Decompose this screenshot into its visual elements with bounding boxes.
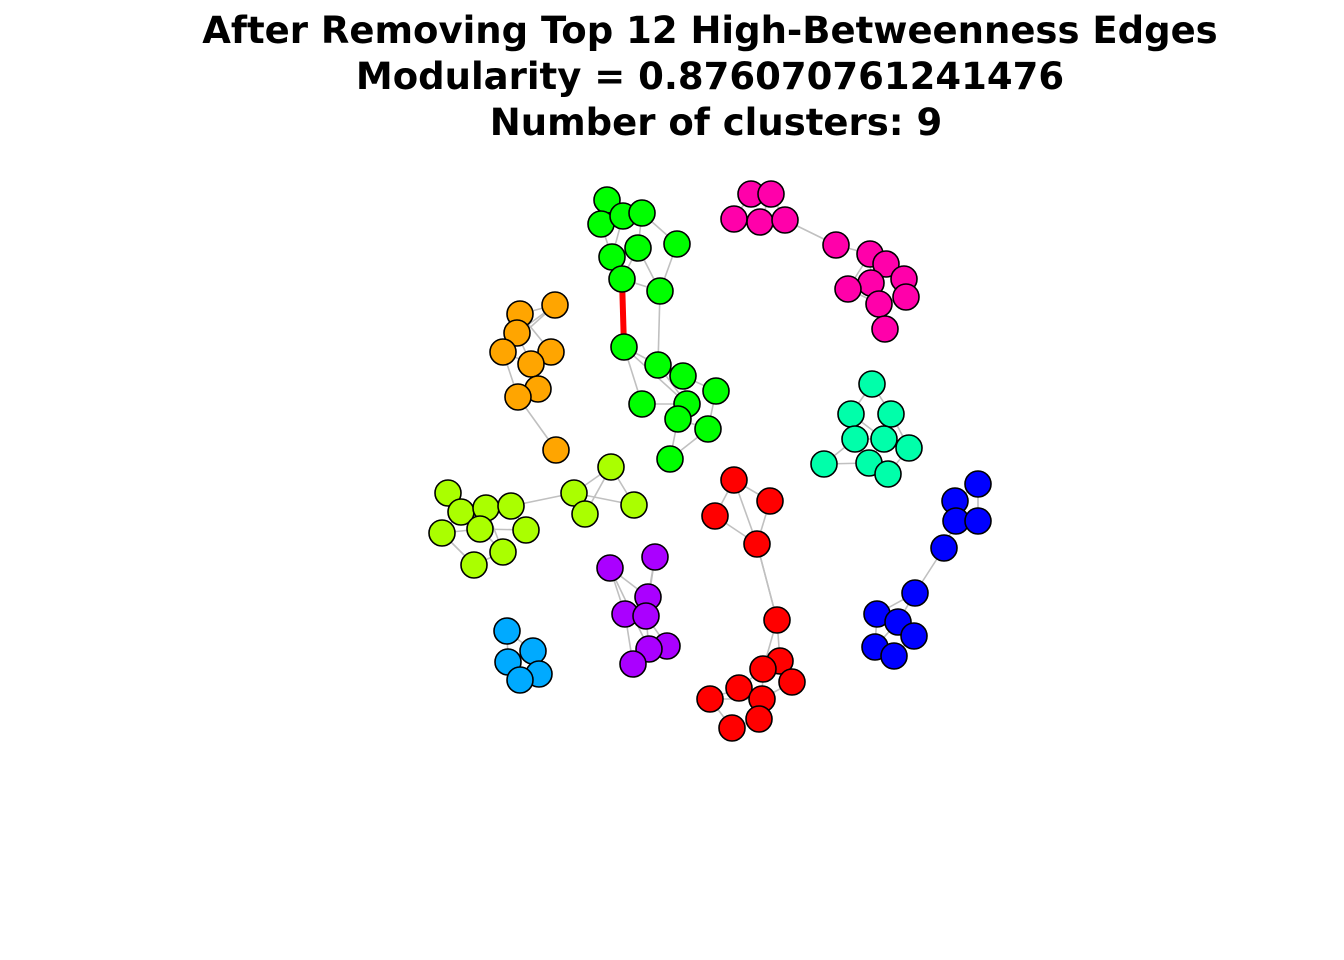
graph-node-lime [434, 479, 462, 507]
graph-node-magenta [757, 180, 785, 208]
graph-node-blue [901, 579, 929, 607]
plot-title: After Removing Top 12 High-Betweenness E… [0, 8, 1344, 146]
graph-node-magenta [892, 283, 920, 311]
graph-node-green [656, 445, 684, 473]
nodes-layer [428, 180, 992, 742]
graph-node-green [694, 415, 722, 443]
graph-node-red [778, 668, 806, 696]
graph-node-magenta [865, 290, 893, 318]
graph-node-teal [874, 460, 902, 488]
graph-node-green [624, 234, 652, 262]
graph-node-magenta [771, 206, 799, 234]
graph-node-blue [900, 622, 928, 650]
graph-node-teal [810, 450, 838, 478]
graph-node-red [743, 530, 771, 558]
graph-node-lime [497, 492, 525, 520]
graph-node-blue [964, 507, 992, 535]
graph-node-lime [466, 515, 494, 543]
graph-node-magenta [720, 205, 748, 233]
graph-node-lime [597, 453, 625, 481]
graph-node-teal [837, 400, 865, 428]
graph-node-blue [880, 642, 908, 670]
graph-node-lime [571, 500, 599, 528]
graph-node-purple [641, 543, 669, 571]
graph-node-lime [620, 491, 648, 519]
title-line-2: Modularity = 0.876070761241476 [355, 55, 1065, 98]
graph-node-orange [541, 291, 569, 319]
graph-node-sky [493, 617, 521, 645]
graph-node-green [628, 199, 656, 227]
graph-node-green [702, 377, 730, 405]
graph-node-orange [537, 338, 565, 366]
graph-node-teal [858, 370, 886, 398]
graph-node-sky [506, 666, 534, 694]
graph-node-red [763, 606, 791, 634]
graph-node-green [664, 405, 692, 433]
graph-node-green [610, 333, 638, 361]
graph-node-lime [460, 551, 488, 579]
graph-node-orange [517, 350, 545, 378]
title-line-1: After Removing Top 12 High-Betweenness E… [202, 9, 1218, 52]
graph-node-lime [489, 538, 517, 566]
graph-node-purple [632, 602, 660, 630]
graph-node-purple [619, 650, 647, 678]
graph-node-green [628, 390, 656, 418]
graph-node-teal [841, 425, 869, 453]
title-line-3: Number of clusters: 9 [489, 101, 943, 144]
graph-node-lime [512, 516, 540, 544]
graph-node-red [720, 466, 748, 494]
graph-node-red [745, 705, 773, 733]
graph-node-orange [542, 436, 570, 464]
graph-node-red [725, 674, 753, 702]
graph-node-teal [877, 400, 905, 428]
graph-node-blue [964, 470, 992, 498]
graph-node-magenta [822, 231, 850, 259]
graph-node-red [749, 655, 777, 683]
graph-node-red [701, 502, 729, 530]
graph-node-red [696, 685, 724, 713]
graph-node-red [718, 714, 746, 742]
graph-node-magenta [834, 275, 862, 303]
graph-node-purple [596, 554, 624, 582]
graph-node-magenta [872, 250, 900, 278]
graph-node-magenta [746, 208, 774, 236]
graph-node-magenta [871, 315, 899, 343]
graph-node-green [646, 277, 674, 305]
graph-node-sky [519, 637, 547, 665]
graph-node-green [644, 351, 672, 379]
graph-node-teal [870, 425, 898, 453]
graph-node-green [663, 230, 691, 258]
graph-node-lime [428, 519, 456, 547]
graph-node-orange [489, 338, 517, 366]
graph-node-teal [895, 434, 923, 462]
graph-node-red [756, 487, 784, 515]
graph-node-blue [930, 534, 958, 562]
graph-node-orange [504, 383, 532, 411]
graph-node-orange [503, 319, 531, 347]
graph-node-green [608, 265, 636, 293]
graph-node-green [669, 362, 697, 390]
